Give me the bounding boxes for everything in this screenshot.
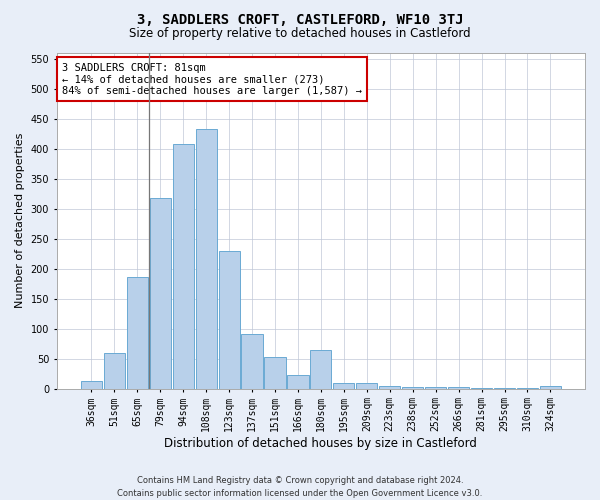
Bar bbox=[310, 350, 331, 389]
Y-axis label: Number of detached properties: Number of detached properties bbox=[15, 133, 25, 308]
Text: Contains HM Land Registry data © Crown copyright and database right 2024.
Contai: Contains HM Land Registry data © Crown c… bbox=[118, 476, 482, 498]
Bar bbox=[173, 144, 194, 388]
Bar bbox=[81, 382, 102, 388]
Bar bbox=[379, 386, 400, 388]
Bar bbox=[149, 198, 171, 388]
Bar bbox=[127, 277, 148, 388]
Bar bbox=[334, 382, 355, 388]
Bar bbox=[287, 376, 308, 388]
Bar bbox=[241, 334, 263, 388]
Text: 3 SADDLERS CROFT: 81sqm
← 14% of detached houses are smaller (273)
84% of semi-d: 3 SADDLERS CROFT: 81sqm ← 14% of detache… bbox=[62, 62, 362, 96]
Bar bbox=[196, 130, 217, 388]
Bar bbox=[265, 357, 286, 388]
X-axis label: Distribution of detached houses by size in Castleford: Distribution of detached houses by size … bbox=[164, 437, 478, 450]
Bar bbox=[448, 387, 469, 388]
Text: 3, SADDLERS CROFT, CASTLEFORD, WF10 3TJ: 3, SADDLERS CROFT, CASTLEFORD, WF10 3TJ bbox=[137, 12, 463, 26]
Bar bbox=[104, 352, 125, 388]
Bar bbox=[218, 250, 239, 388]
Bar bbox=[356, 382, 377, 388]
Bar bbox=[425, 387, 446, 388]
Text: Size of property relative to detached houses in Castleford: Size of property relative to detached ho… bbox=[129, 28, 471, 40]
Bar bbox=[402, 387, 423, 388]
Bar bbox=[540, 386, 561, 388]
